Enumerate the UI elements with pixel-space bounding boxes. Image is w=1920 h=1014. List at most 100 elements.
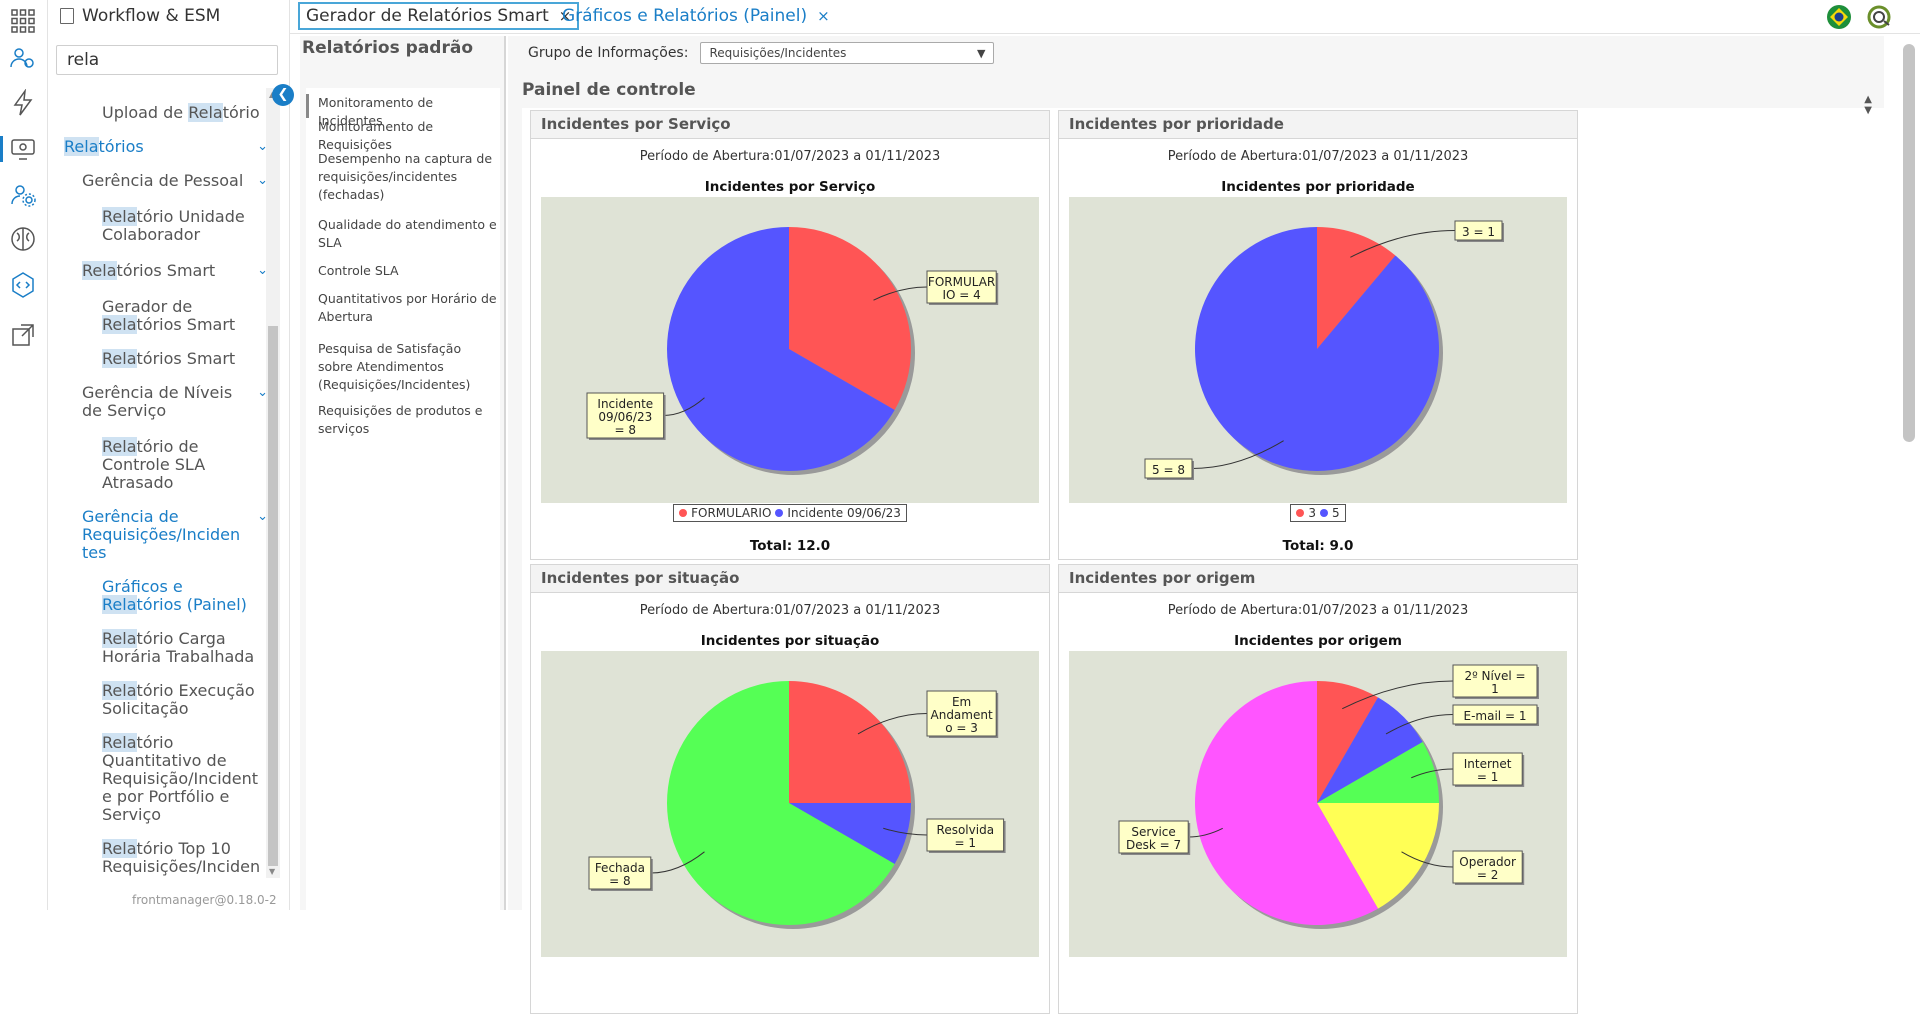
nav-item-text: Solicitação	[102, 699, 189, 718]
nav-item[interactable]: Gerência de ⌄	[82, 508, 268, 526]
standard-report-item[interactable]: Qualidade do atendimento e SLA	[318, 217, 497, 250]
app-title-text: Workflow & ESM	[82, 6, 221, 26]
info-group-select[interactable]: Requisições/Incidentes ▼	[700, 42, 995, 64]
chevron-down-icon[interactable]: ⌄	[257, 385, 268, 400]
standard-report-item[interactable]: Desempenho na captura de requisições/inc…	[318, 151, 493, 202]
nav-item[interactable]: Relatórios Smart	[102, 349, 268, 368]
users-settings-icon[interactable]	[6, 42, 40, 76]
tabs-bar: Gerador de Relatórios Smart × Gráficos e…	[290, 0, 1920, 34]
nav-scrollbar-thumb[interactable]	[268, 326, 278, 866]
brazil-flag-icon[interactable]	[1826, 4, 1852, 30]
nav-item[interactable]: Gerência de Níveis ⌄	[82, 384, 268, 402]
nav-item[interactable]: Relatórios Smart ⌄	[82, 261, 268, 280]
nav-item-text: tes	[82, 543, 107, 562]
chart-title: Incidentes por origem	[1234, 633, 1402, 649]
scroll-down-arrow-icon[interactable]: ▼	[269, 867, 276, 876]
nav-search-input[interactable]	[56, 45, 278, 75]
pie-slice[interactable]	[1317, 227, 1396, 349]
label-connector	[1401, 851, 1454, 868]
user-avatar-icon[interactable]	[1866, 4, 1892, 30]
standard-report-item[interactable]: Quantitativos por Horário de Abertura	[318, 291, 497, 324]
nav-item[interactable]: Upload de Relatório	[102, 103, 268, 122]
pie-slice[interactable]	[789, 681, 911, 803]
nav-item[interactable]: Relatório Unidade	[102, 207, 268, 226]
standard-report-item[interactable]: Monitoramento de Requisições	[318, 119, 434, 152]
people-gear-icon[interactable]	[6, 178, 40, 212]
tab-graficos[interactable]: Gráficos e Relatórios (Painel) ×	[556, 2, 836, 30]
apps-grid-icon[interactable]	[6, 4, 40, 38]
nav-item[interactable]: Colaborador	[102, 226, 268, 244]
nav-item-text: Serviço	[102, 805, 162, 824]
chevron-down-icon[interactable]: ⌄	[257, 509, 268, 524]
slice-label: = 8	[615, 423, 637, 437]
chevron-down-icon[interactable]: ⌄	[257, 139, 268, 154]
label-connector	[663, 397, 705, 416]
sort-arrows-icon[interactable]: ▲ ▼	[1864, 94, 1872, 116]
nav-item[interactable]: Relatório de	[102, 437, 268, 456]
nav-item[interactable]: Relatório	[102, 733, 268, 752]
dashboard-title: Painel de controle	[522, 80, 696, 100]
pie-slice[interactable]	[1317, 697, 1423, 803]
pie-slice[interactable]	[1195, 227, 1439, 471]
nav-item[interactable]: Gráficos e	[102, 578, 268, 596]
nav-item[interactable]: Controle SLA	[102, 456, 268, 474]
nav-item[interactable]: Relatório Execução	[102, 681, 268, 700]
nav-item[interactable]: de Serviço	[82, 402, 268, 420]
chevron-down-icon[interactable]: ⌄	[257, 173, 268, 188]
close-icon[interactable]: ×	[817, 7, 830, 25]
monitor-eye-icon[interactable]	[0, 132, 40, 166]
nav-item[interactable]: Recursos	[102, 88, 268, 90]
chevron-down-icon[interactable]: ⌄	[257, 263, 268, 278]
nav-item[interactable]: Quantitativo de	[102, 752, 268, 770]
tab-gerador[interactable]: Gerador de Relatórios Smart ×	[298, 2, 580, 30]
nav-item[interactable]: Relatórios Smart	[102, 315, 268, 334]
main-scrollbar[interactable]	[1898, 36, 1920, 910]
nav-item-text: tes	[102, 875, 126, 879]
nav-item-text: tório Execução	[136, 681, 255, 700]
collapse-nav-button[interactable]: ❮	[272, 84, 294, 106]
nav-item-text: e por Portfólio e	[102, 787, 230, 806]
pie-slice[interactable]	[1317, 681, 1378, 803]
standard-report-item[interactable]: Monitoramento de Incidentes	[306, 94, 498, 130]
nav-item[interactable]: Gerador de	[102, 298, 268, 316]
standard-reports-title: Relatórios padrão	[302, 38, 473, 58]
pie-slice[interactable]	[1317, 803, 1439, 909]
slice-label-box	[926, 690, 997, 737]
lightning-icon[interactable]	[6, 86, 40, 120]
pie-slice[interactable]	[666, 227, 895, 471]
nav-item[interactable]: Atrasado	[102, 474, 268, 492]
nav-item[interactable]: Relatórios (Painel)	[102, 595, 268, 614]
standard-report-item[interactable]: Requisições de produtos e serviços	[318, 403, 483, 436]
nav-item[interactable]: tes	[82, 544, 268, 562]
close-icon[interactable]: ×	[558, 7, 572, 25]
pie-slice[interactable]	[789, 803, 911, 864]
external-window-icon[interactable]	[6, 318, 40, 352]
nav-item[interactable]: Relatório Carga	[102, 629, 268, 648]
nav-item[interactable]: Relatórios ⌄	[64, 137, 268, 156]
standard-report-item[interactable]: Pesquisa de Satisfação sobre Atendimento…	[318, 341, 471, 392]
nav-item[interactable]: Requisições/Inciden	[82, 526, 268, 544]
label-connector	[1385, 714, 1454, 735]
nav-item-text: Gerência de	[82, 507, 179, 526]
pie-slice[interactable]	[666, 681, 895, 925]
main-scrollbar-thumb[interactable]	[1903, 44, 1915, 442]
nav-item[interactable]: e por Portfólio e	[102, 788, 268, 806]
nav-item[interactable]: Relatório Top 10	[102, 839, 268, 858]
brain-icon[interactable]	[6, 222, 40, 256]
nav-item[interactable]: Serviço	[102, 806, 268, 824]
nav-scrollbar[interactable]: ▲▼	[266, 88, 280, 878]
nav-item[interactable]: Horária Trabalhada	[102, 648, 268, 666]
pie-slice[interactable]	[789, 227, 911, 410]
chart-card-title: Incidentes por origem	[1059, 565, 1577, 593]
slice-label: FORMULAR	[928, 275, 995, 289]
info-group-label: Grupo de Informações:	[528, 45, 689, 61]
pie-slice[interactable]	[1317, 742, 1439, 803]
nav-item[interactable]: Requisições/Inciden	[102, 858, 268, 876]
nav-item[interactable]: tes	[102, 875, 268, 879]
standard-report-item[interactable]: Controle SLA	[318, 263, 399, 278]
pie-slice[interactable]	[1195, 681, 1378, 925]
nav-item[interactable]: Requisição/Incident	[102, 770, 268, 788]
nav-item[interactable]: Gerência de Pessoal ⌄	[82, 172, 268, 190]
nav-item[interactable]: Solicitação	[102, 700, 268, 718]
code-hexagon-icon[interactable]	[6, 268, 40, 302]
